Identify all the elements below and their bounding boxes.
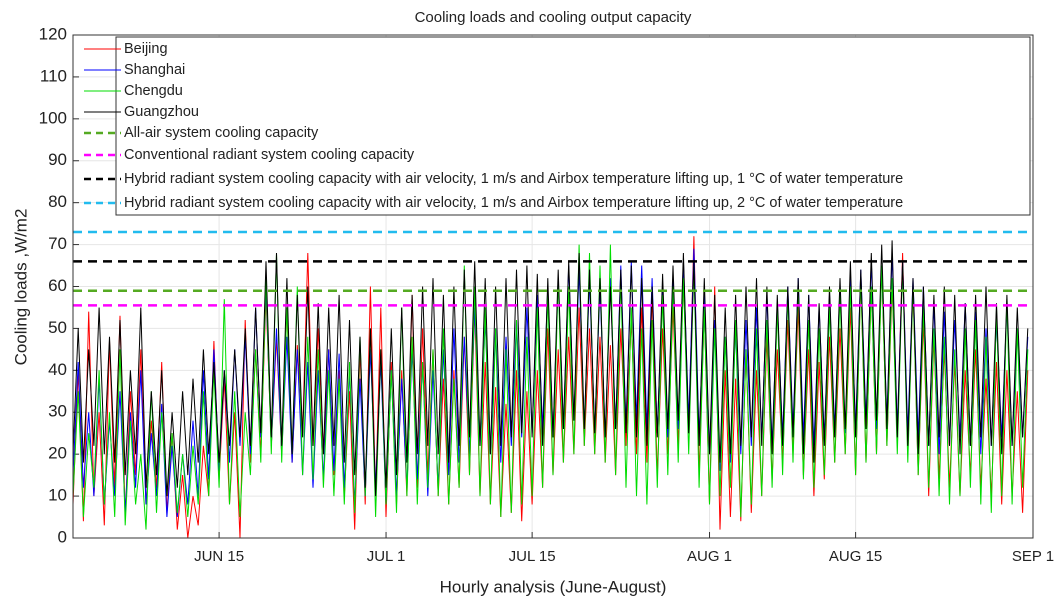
- series-line: [72, 244, 1029, 530]
- legend-label: Hybrid radiant system cooling capacity w…: [124, 171, 903, 187]
- y-tick-label: 30: [48, 402, 67, 421]
- y-tick-label: 0: [58, 527, 67, 546]
- x-tick-label: JUL 15: [509, 548, 556, 565]
- legend-label: All-air system cooling capacity: [124, 125, 319, 141]
- x-tick-label: JUL 1: [367, 548, 406, 565]
- x-tick-label: JUN 15: [194, 548, 244, 565]
- y-tick-label: 20: [48, 444, 67, 463]
- x-tick-label: SEP 1: [1012, 548, 1054, 565]
- y-tick-label: 70: [48, 234, 67, 253]
- legend-label: Guangzhou: [124, 104, 199, 120]
- chart-title: Cooling loads and cooling output capacit…: [415, 9, 692, 26]
- legend-label: Chengdu: [124, 83, 183, 99]
- y-tick-label: 110: [40, 66, 67, 85]
- x-tick-label: AUG 15: [829, 548, 882, 565]
- y-tick-label: 40: [48, 360, 67, 379]
- series-line: [72, 240, 1029, 497]
- y-tick-label: 10: [48, 486, 67, 505]
- y-tick-label: 90: [48, 150, 67, 169]
- y-tick-label: 50: [48, 318, 67, 337]
- legend-label: Shanghai: [124, 62, 185, 78]
- y-tick-label: 60: [48, 276, 67, 295]
- plot-frame: [72, 34, 1034, 539]
- legend-label: Beijing: [124, 41, 168, 57]
- y-tick-label: 100: [39, 108, 67, 127]
- y-tick-label: 120: [39, 24, 67, 43]
- legend-label: Hybrid radiant system cooling capacity w…: [124, 195, 903, 211]
- y-axis-label: Cooling loads ,W/m2: [11, 209, 30, 366]
- legend-label: Conventional radiant system cooling capa…: [124, 147, 415, 163]
- y-tick-label: 80: [48, 192, 67, 211]
- x-axis-label: Hourly analysis (June-August): [440, 577, 667, 596]
- legend-box: [115, 36, 1031, 216]
- legend: Beijing Shanghai Chengdu Guangzhou All-air s…: [84, 36, 1031, 216]
- x-tick-label: AUG 1: [687, 548, 732, 565]
